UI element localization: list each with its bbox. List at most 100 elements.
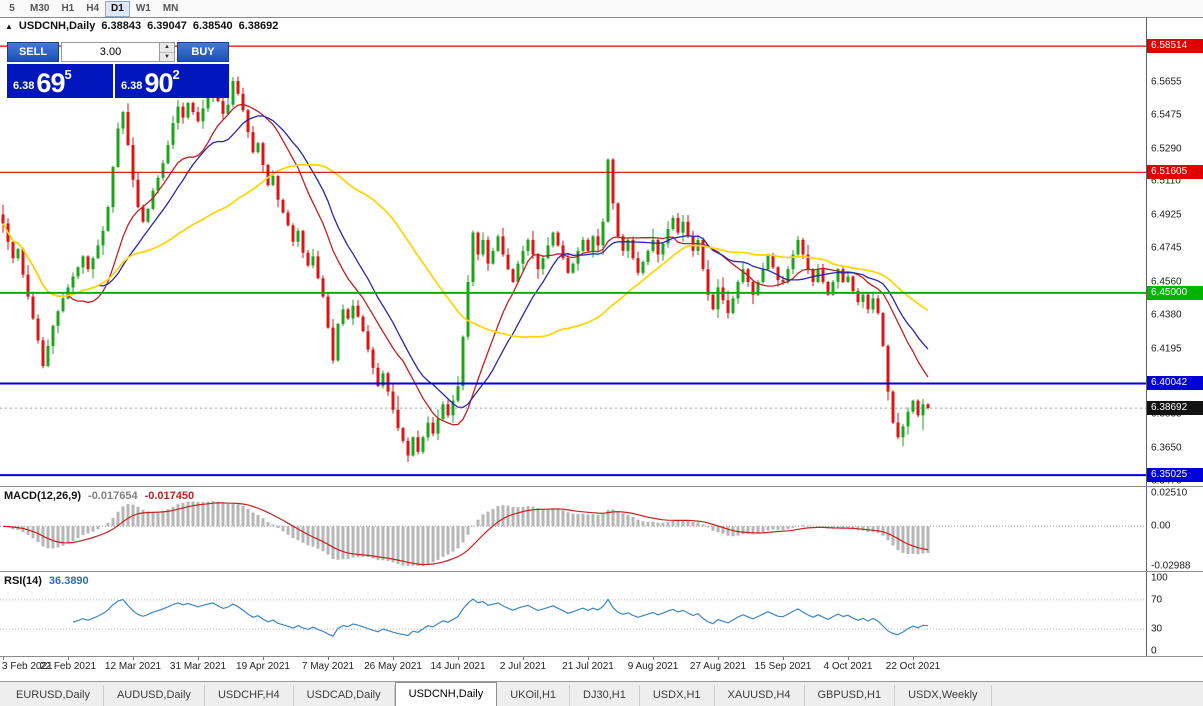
time-axis-tick [68, 657, 69, 660]
lot-decrease-button[interactable]: ▼ [160, 52, 174, 61]
price-axis-label: 6.4560 [1151, 276, 1182, 288]
ohlc-open-value: 6.38843 [101, 20, 142, 32]
level-price-tag: 6.58514 [1147, 39, 1203, 53]
time-axis-label: 3 Feb 2021 [2, 661, 53, 672]
macd-name: MACD(12,26,9) [4, 490, 82, 502]
time-axis-label: 9 Aug 2021 [627, 661, 679, 672]
chart-tab-ukoil-h1[interactable]: UKOil,H1 [497, 685, 571, 706]
time-axis-label: 15 Sep 2021 [754, 661, 812, 672]
buy-price-pipette: 2 [172, 67, 180, 82]
time-axis-label: 14 Jun 2021 [430, 661, 486, 672]
rsi-axis[interactable]: 100 70 30 0 [1146, 572, 1203, 657]
price-axis-label: 6.4195 [1151, 343, 1182, 355]
rsi-name: RSI(14) [4, 575, 42, 587]
lot-size-input[interactable] [62, 43, 159, 61]
price-axis-label: 6.5655 [1151, 76, 1182, 88]
time-axis-tick [523, 657, 524, 660]
buy-price-display[interactable]: 6.38 90 2 [115, 64, 229, 98]
chart-tab-usdx-h1[interactable]: USDX,H1 [640, 685, 715, 706]
macd-signal-line [2, 502, 929, 566]
time-axis-label: 22 Oct 2021 [885, 661, 941, 672]
one-click-collapse-icon[interactable]: ▲ [5, 21, 13, 31]
main-chart-panel: ▲ USDCNH,Daily 6.38843 6.39047 6.38540 6… [0, 18, 1203, 487]
candles-series [1, 76, 930, 462]
time-axis-label: 19 Apr 2021 [236, 661, 290, 672]
time-axis-label: 22 Feb 2021 [39, 661, 97, 672]
lot-size-field: ▲ ▼ [61, 42, 175, 62]
chart-tab-dj30-h1[interactable]: DJ30,H1 [570, 685, 640, 706]
buy-price-big-digits: 90 [144, 68, 173, 98]
sell-button[interactable]: SELL [7, 42, 59, 62]
time-axis-label: 26 May 2021 [364, 661, 422, 672]
price-axis[interactable]: 6.5655 6.5475 6.5290 6.5110 6.4925 6.4745 6.45… [1146, 18, 1203, 487]
macd-signal-value: -0.017450 [144, 490, 195, 502]
price-axis-label: 6.4745 [1151, 242, 1182, 254]
time-axis-tick [133, 657, 134, 660]
macd-axis[interactable]: 0.02510 0.00 -0.02988 [1146, 487, 1203, 572]
level-price-tag: 6.35025 [1147, 468, 1203, 482]
macd-histogram [6, 501, 930, 566]
chart-symbol-label: USDCNH,Daily [18, 20, 96, 32]
macd-main-value: -0.017654 [88, 490, 138, 502]
ohlc-low-value: 6.38540 [192, 20, 233, 32]
buy-button[interactable]: BUY [177, 42, 229, 62]
time-axis-tick [783, 657, 784, 660]
ohlc-close-value: 6.38692 [238, 20, 279, 32]
time-axis[interactable]: 3 Feb 2021 22 Feb 2021 12 Mar 2021 31 Mar 2… [0, 656, 1203, 674]
time-axis-label: 2 Jul 2021 [499, 661, 547, 672]
time-axis-tick [718, 657, 719, 660]
macd-axis-label: 0.00 [1151, 520, 1171, 532]
sell-price-prefix: 6.38 [13, 80, 35, 92]
time-axis-tick [328, 657, 329, 660]
level-price-tag: 6.40042 [1147, 376, 1203, 390]
rsi-axis-label: 100 [1151, 572, 1168, 584]
timeframe-button-mn[interactable]: MN [162, 3, 179, 14]
buy-price-prefix: 6.38 [121, 80, 143, 92]
chart-ohlc-header: ▲ USDCNH,Daily 6.38843 6.39047 6.38540 6… [5, 20, 278, 32]
timeframe-button-h4[interactable]: H4 [86, 3, 100, 14]
chart-tab-usdx-weekly[interactable]: USDX,Weekly [895, 685, 992, 706]
chart-tab-usdcnh-daily[interactable]: USDCNH,Daily [394, 682, 498, 706]
moving-average-lines [2, 103, 929, 426]
price-axis-label: 6.5290 [1151, 143, 1182, 155]
timeframe-toolbar: 5 M30 H1 H4 D1 W1 MN [0, 0, 1203, 18]
time-axis-tick [588, 657, 589, 660]
lot-spinner: ▲ ▼ [159, 43, 174, 61]
one-click-trading-widget: SELL ▲ ▼ BUY 6.38 69 5 6.38 [7, 42, 229, 98]
chart-tab-usdchf-h4[interactable]: USDCHF,H4 [205, 685, 294, 706]
time-axis-label: 21 Jul 2021 [562, 661, 614, 672]
level-price-tag: 6.45000 [1147, 286, 1203, 300]
chart-tab-audusd-daily[interactable]: AUDUSD,Daily [104, 685, 205, 706]
time-axis-label: 31 Mar 2021 [169, 661, 227, 672]
rsi-axis-label: 0 [1151, 645, 1157, 657]
timeframe-button-m30[interactable]: M30 [30, 3, 50, 14]
current-price-tag: 6.38692 [1147, 401, 1203, 415]
chart-tab-usdcad-daily[interactable]: USDCAD,Daily [294, 685, 395, 706]
timeframe-button-w1[interactable]: W1 [135, 3, 151, 14]
rsi-plot[interactable] [0, 572, 1146, 657]
rsi-line [72, 598, 929, 637]
rsi-axis-label: 30 [1151, 623, 1163, 635]
timeframe-button-d1[interactable]: D1 [105, 0, 130, 17]
rsi-header: RSI(14) 36.3890 [4, 575, 89, 587]
chart-tab-gbpusd-h1[interactable]: GBPUSD,H1 [805, 685, 896, 706]
timeframe-button-h1[interactable]: H1 [61, 3, 75, 14]
macd-plot[interactable] [0, 487, 1146, 572]
time-axis-tick [913, 657, 914, 660]
macd-axis-label: 0.02510 [1151, 487, 1188, 499]
macd-header: MACD(12,26,9) -0.017654 -0.017450 [4, 490, 194, 502]
time-axis-label: 4 Oct 2021 [823, 661, 873, 672]
time-axis-tick [848, 657, 849, 660]
sell-price-display[interactable]: 6.38 69 5 [7, 64, 113, 98]
time-axis-label: 7 May 2021 [301, 661, 355, 672]
price-axis-label: 6.4925 [1151, 209, 1182, 221]
macd-axis-label: -0.02988 [1151, 560, 1191, 572]
horizontal-level-lines[interactable] [0, 45, 1146, 477]
chart-tab-xauusd-h4[interactable]: XAUUSD,H4 [715, 685, 805, 706]
chart-tab-eurusd-daily[interactable]: EURUSD,Daily [3, 685, 104, 706]
timeframe-button-5[interactable]: 5 [9, 3, 15, 14]
lot-increase-button[interactable]: ▲ [160, 43, 174, 53]
rsi-value: 36.3890 [48, 575, 89, 587]
rsi-panel: RSI(14) 36.3890 100 70 30 0 [0, 571, 1203, 657]
price-axis-label: 6.5110 [1151, 175, 1181, 187]
